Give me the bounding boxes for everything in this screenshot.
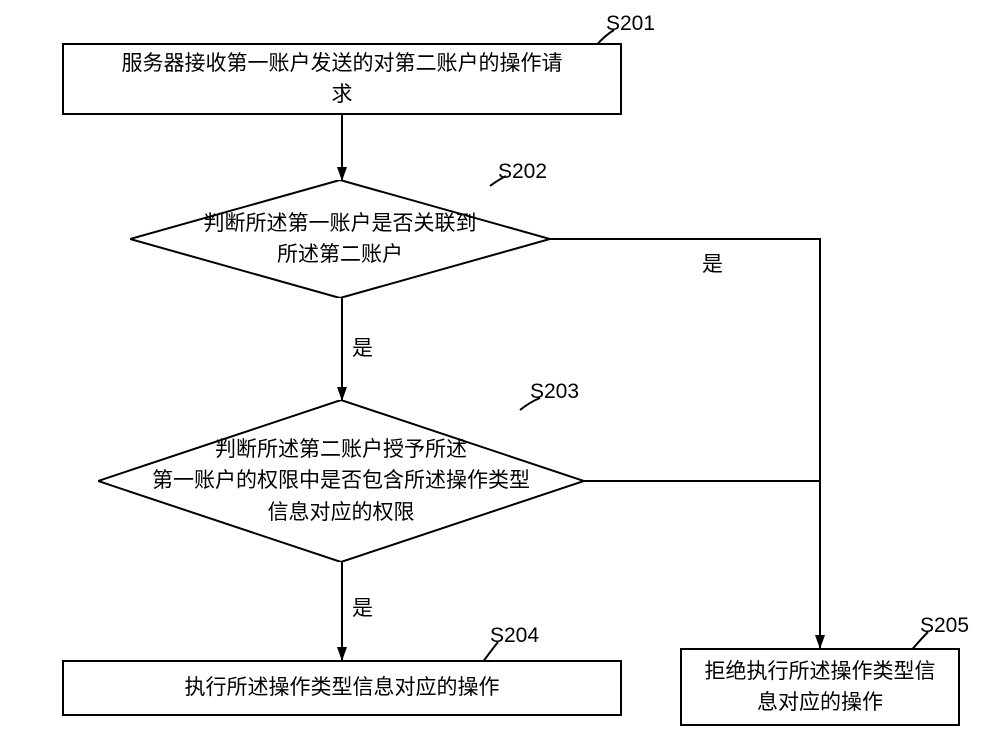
label-s205: S205 bbox=[920, 614, 969, 638]
node-s202-text: 判断所述第一账户是否关联到所述第二账户 bbox=[204, 212, 477, 267]
node-s203-text: 判断所述第二账户授予所述第一账户的权限中是否包含所述操作类型信息对应的权限 bbox=[152, 438, 530, 524]
label-s204: S204 bbox=[490, 624, 539, 648]
edge-label-n2-yes: 是 bbox=[352, 332, 373, 362]
node-s204: 执行所述操作类型信息对应的操作 bbox=[62, 660, 622, 716]
node-s205-text: 拒绝执行所述操作类型信息对应的操作 bbox=[705, 656, 936, 719]
flowchart-canvas: 服务器接收第一账户发送的对第二账户的操作请求 S201 判断所述第一账户是否关联… bbox=[0, 0, 1000, 755]
edge-n2-n5 bbox=[550, 239, 820, 648]
node-s205: 拒绝执行所述操作类型信息对应的操作 bbox=[680, 648, 960, 726]
node-s201: 服务器接收第一账户发送的对第二账户的操作请求 bbox=[62, 43, 622, 115]
label-s203: S203 bbox=[530, 380, 579, 404]
node-s204-text: 执行所述操作类型信息对应的操作 bbox=[185, 672, 500, 704]
edge-label-n3-yes: 是 bbox=[352, 592, 373, 622]
node-s202: 判断所述第一账户是否关联到所述第二账户 bbox=[130, 180, 550, 298]
node-s201-text: 服务器接收第一账户发送的对第二账户的操作请求 bbox=[122, 48, 563, 111]
label-s202: S202 bbox=[498, 160, 547, 184]
edge-label-n2-no: 是 bbox=[702, 248, 723, 278]
label-s201: S201 bbox=[606, 12, 655, 36]
node-s203: 判断所述第二账户授予所述第一账户的权限中是否包含所述操作类型信息对应的权限 bbox=[98, 400, 584, 562]
